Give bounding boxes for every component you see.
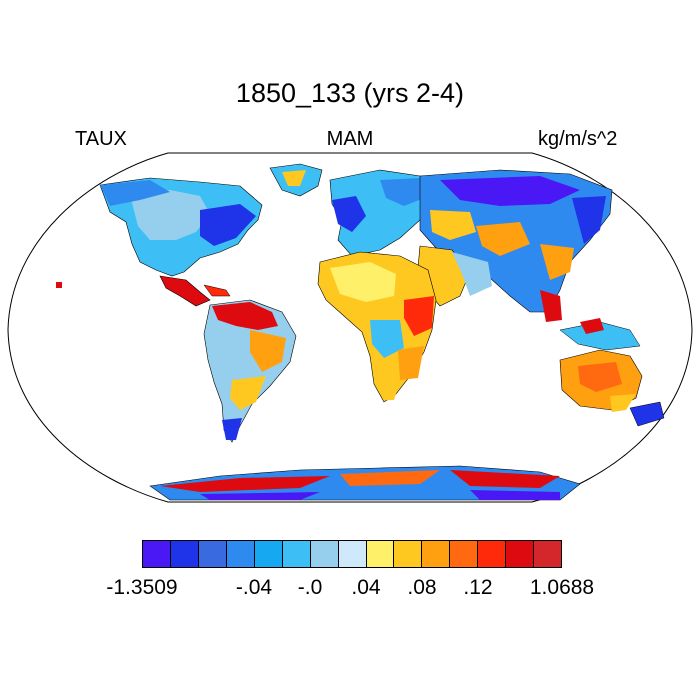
colorbar-tick-label: -.04 — [235, 576, 273, 599]
colorbar-tick-label: -1.3509 — [106, 576, 178, 599]
season-label: MAM — [326, 128, 374, 150]
land-central-america — [159, 275, 211, 307]
colorbar-swatch — [478, 541, 507, 567]
colorbar-tick-label: .12 — [463, 576, 493, 599]
colorbar-swatch — [310, 541, 339, 567]
colorbar-swatch — [338, 541, 367, 567]
colorbar-swatch — [170, 541, 199, 567]
colorbar-swatch — [450, 541, 479, 567]
colorbar-swatch — [226, 541, 255, 567]
colorbar — [142, 540, 562, 568]
land-north-america-east — [200, 204, 256, 246]
colorbar-swatch — [254, 541, 283, 567]
colorbar-swatch — [394, 541, 423, 567]
colorbar-swatch — [143, 541, 171, 567]
land-north-america-interior — [130, 190, 210, 240]
colorbar-tick-label: -.0 — [297, 576, 323, 599]
colorbar-swatch — [506, 541, 535, 567]
colorbar-tick-label: .08 — [407, 576, 437, 599]
colorbar-swatch — [422, 541, 451, 567]
units-label: kg/m/s^2 — [538, 128, 618, 150]
colorbar-swatch — [282, 541, 311, 567]
plot-title: 1850_133 (yrs 2-4) — [235, 78, 465, 108]
colorbar-swatch — [366, 541, 395, 567]
colorbar-tick-label: .04 — [351, 576, 381, 599]
variable-label: TAUX — [75, 128, 127, 150]
colorbar-swatch — [534, 541, 562, 567]
land-north-america-arctic — [100, 180, 170, 206]
colorbar-swatch — [198, 541, 227, 567]
colorbar-tick-label: 1.0688 — [529, 576, 595, 599]
